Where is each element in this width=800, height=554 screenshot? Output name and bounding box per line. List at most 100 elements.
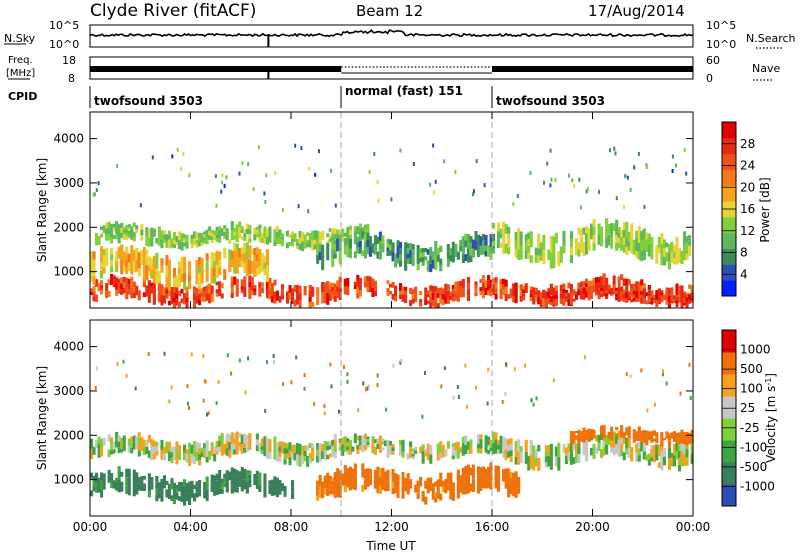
heatmap-cell <box>426 266 430 272</box>
heatmap-cell <box>451 443 455 448</box>
heatmap-cell <box>592 242 596 251</box>
heatmap-cell <box>446 284 450 291</box>
heatmap-cell <box>215 230 219 235</box>
heatmap-cell <box>466 234 471 249</box>
heatmap-cell <box>346 477 350 483</box>
heatmap-cell <box>230 276 234 282</box>
heatmap-cell <box>396 246 400 252</box>
heatmap-cell <box>357 408 360 413</box>
heatmap-cell <box>499 284 503 290</box>
heatmap-cell <box>177 280 182 287</box>
heatmap-cell <box>230 287 234 293</box>
heatmap-cell <box>562 245 566 254</box>
heatmap-cell <box>238 232 242 238</box>
heatmap-cell <box>547 292 551 298</box>
heatmap-cell <box>95 440 99 448</box>
heatmap-cell <box>172 267 177 278</box>
heatmap-cell <box>655 452 659 461</box>
heatmap-cell <box>288 242 292 247</box>
heatmap-cell <box>255 226 259 231</box>
heatmap-cell <box>459 447 463 453</box>
heatmap-cell <box>378 485 383 495</box>
heatmap-cell <box>529 171 532 175</box>
heatmap-cell <box>411 456 415 460</box>
heatmap-cell <box>625 295 629 299</box>
heatmap-cell <box>672 251 677 258</box>
heatmap-cell <box>499 228 503 234</box>
heatmap-cell <box>210 251 214 268</box>
heatmap-cell <box>326 243 330 252</box>
heatmap-cell <box>675 236 679 251</box>
y-tick-label: 1000 <box>53 473 84 487</box>
heatmap-cell <box>330 384 333 389</box>
heatmap-cell <box>429 454 433 464</box>
heatmap-cell <box>552 252 556 269</box>
heatmap-cell <box>255 261 259 269</box>
heatmap-cell <box>328 282 332 289</box>
heatmap-cell <box>464 363 467 368</box>
heatmap-cell <box>620 443 624 450</box>
heatmap-cell <box>200 266 204 275</box>
heatmap-cell <box>311 452 315 457</box>
heatmap-cell <box>384 481 388 492</box>
heatmap-cell <box>461 487 465 495</box>
heatmap-cell <box>110 441 114 446</box>
heatmap-cell <box>534 294 538 299</box>
heatmap-cell <box>464 233 468 241</box>
heatmap-cell <box>632 287 636 292</box>
heatmap-cell <box>346 244 350 251</box>
heatmap-cell <box>333 452 337 459</box>
heatmap-cell <box>366 223 370 234</box>
heatmap-cell <box>461 279 465 289</box>
heatmap-cell <box>170 495 174 501</box>
heatmap-cell <box>660 451 664 461</box>
heatmap-cell <box>534 291 538 295</box>
heatmap-cell <box>683 245 687 261</box>
heatmap-cell <box>245 446 249 452</box>
heatmap-cell <box>200 239 204 243</box>
heatmap-cell <box>522 296 526 301</box>
heatmap-cell <box>240 229 244 234</box>
heatmap-cell <box>152 446 156 453</box>
heatmap-cell <box>110 476 114 481</box>
heatmap-cell <box>600 293 604 297</box>
heatmap-cell <box>376 438 380 444</box>
heatmap-cell <box>105 256 109 266</box>
heatmap-cell <box>215 250 219 265</box>
heatmap-cell <box>590 447 594 456</box>
heatmap-cell <box>170 452 174 458</box>
heatmap-cell <box>650 290 654 298</box>
heatmap-cell <box>376 443 380 449</box>
heatmap-cell <box>348 447 352 455</box>
heatmap-cell <box>373 285 378 291</box>
heatmap-cell <box>321 292 325 304</box>
heatmap-cell <box>278 446 282 452</box>
beam-label: Beam 12 <box>356 2 423 20</box>
heatmap-cell <box>333 249 337 254</box>
heatmap-cell <box>165 234 169 242</box>
heatmap-cell <box>406 248 410 254</box>
heatmap-cell <box>175 458 179 465</box>
heatmap-cell <box>640 291 644 295</box>
heatmap-cell <box>600 283 604 291</box>
heatmap-cell <box>275 232 280 238</box>
heatmap-cell <box>391 447 395 452</box>
heatmap-cell <box>607 432 611 446</box>
heatmap-cell <box>203 443 207 448</box>
heatmap-cell <box>404 299 408 304</box>
colorbar-swatch <box>722 216 736 234</box>
heatmap-cell <box>624 174 627 179</box>
heatmap-cell <box>363 479 368 485</box>
heatmap-cell <box>342 365 345 369</box>
heatmap-cell <box>155 451 159 456</box>
heatmap-cell <box>469 236 473 243</box>
heatmap-cell <box>208 450 212 460</box>
heatmap-cell <box>582 281 586 286</box>
heatmap-cell <box>504 224 508 234</box>
heatmap-cell <box>215 444 219 448</box>
heatmap-cell <box>117 283 121 289</box>
heatmap-cell <box>127 224 131 228</box>
heatmap-cell <box>213 235 217 241</box>
heatmap-cell <box>404 242 408 257</box>
heatmap-cell <box>489 247 493 254</box>
